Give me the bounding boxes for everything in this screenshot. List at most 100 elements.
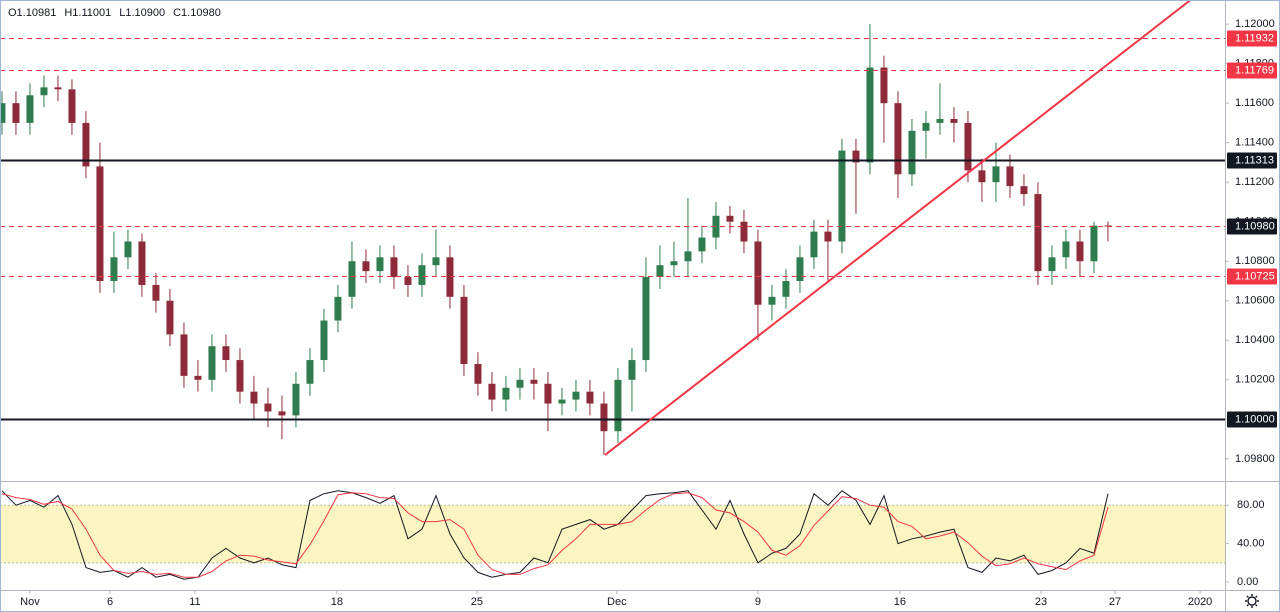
y-tick-label: 0.00 [1237, 576, 1258, 588]
candle-body [656, 265, 664, 278]
candle-body [40, 87, 48, 96]
candle-body [26, 95, 34, 123]
candle-body [908, 130, 916, 175]
candle-body [1020, 186, 1028, 195]
candle-body [866, 67, 874, 163]
candle-body [418, 265, 426, 285]
candle-body [586, 391, 594, 404]
candle-body [124, 241, 132, 258]
plot [0, 0, 1225, 580]
price-tag [1227, 62, 1277, 79]
candle-body [670, 261, 678, 266]
candle-body [880, 67, 888, 104]
ohlc-value: O1.10981 [8, 7, 56, 19]
candle-body [894, 103, 902, 175]
y-tick-label: 1.12000 [1235, 18, 1275, 30]
y-tick-label: 1.10800 [1235, 255, 1275, 267]
candle-body [1090, 225, 1098, 262]
candle-body [754, 241, 762, 305]
x-tick-label: 9 [755, 596, 761, 608]
y-tick-label: 1.11600 [1235, 97, 1274, 109]
ohlc-value: C1.10980 [173, 7, 221, 19]
candle-body [544, 383, 552, 404]
candle-body [292, 383, 300, 416]
candle-body [208, 346, 216, 380]
x-tick-label: 25 [471, 596, 483, 608]
y-tick-label: 40.00 [1237, 538, 1265, 550]
candle-body [236, 360, 244, 392]
candle-body [740, 221, 748, 242]
candle-body [936, 118, 944, 123]
backgrounds [0, 504, 1225, 564]
candle-body [488, 383, 496, 400]
candle-body [432, 257, 440, 266]
candle-body [726, 215, 734, 222]
candle-body [96, 166, 104, 282]
candle-body [474, 364, 482, 384]
candle-body [978, 170, 986, 183]
candle-body [796, 257, 804, 282]
gear-icon [1247, 596, 1257, 606]
candle-body [138, 241, 146, 285]
y-tick-label: 1.10600 [1235, 295, 1275, 307]
candle-body [1048, 257, 1056, 272]
price-tag [1227, 218, 1277, 235]
x-tick-label: 11 [189, 596, 200, 608]
candle-body [572, 391, 580, 400]
price-tag-label: 1.11932 [1235, 32, 1274, 44]
price-tag [1227, 268, 1277, 285]
candle-body [1034, 194, 1042, 272]
ohlc-value: L1.10900 [119, 7, 165, 19]
price-tag-label: 1.10000 [1235, 413, 1275, 425]
candle-body [768, 296, 776, 305]
candle-body [992, 166, 1000, 183]
gear-teeth [1245, 594, 1259, 608]
candle-body [68, 89, 76, 123]
axes: 1.09800 1.10000 1.10200 1.10400 1.10600 1.108… [20, 18, 1277, 608]
x-tick-label: Dec [607, 596, 627, 608]
candle-body [1076, 241, 1084, 262]
candle-body [110, 257, 118, 282]
candle-body [306, 360, 314, 384]
ohlc-value: H1.11001 [64, 7, 111, 19]
stochastic-band [0, 505, 1225, 563]
x-tick-label: 18 [331, 596, 343, 608]
candle-body [516, 379, 524, 388]
candle-body [1006, 166, 1014, 187]
candle-body [642, 277, 650, 361]
y-tick-label: 1.10200 [1235, 374, 1275, 386]
candle-body [1062, 241, 1070, 258]
candle-body [54, 87, 62, 90]
candle-body [152, 284, 160, 301]
price-tag-label: 1.10980 [1235, 220, 1275, 232]
y-tick-label: 1.09800 [1235, 453, 1275, 465]
candle-body [390, 257, 398, 278]
candle-body [810, 231, 818, 258]
candle-body [264, 403, 272, 412]
settings-button[interactable] [1245, 594, 1259, 608]
stochastic-line [1, 492, 1109, 578]
candle-body [250, 391, 258, 404]
candle-body [852, 150, 860, 163]
price-tag-label: 1.10725 [1235, 270, 1275, 282]
candle-body [0, 103, 6, 123]
candle-body [684, 251, 692, 262]
candle-body [376, 257, 384, 272]
candle-body [502, 387, 510, 400]
candle-body [950, 118, 958, 123]
candle-body [824, 231, 832, 242]
price-tag [1227, 411, 1277, 428]
x-tick-label: 16 [894, 596, 906, 608]
price-tag-label: 1.11313 [1235, 154, 1274, 166]
x-tick-label: 6 [107, 596, 113, 608]
y-tick-label: 80.00 [1237, 499, 1265, 511]
candle-body [278, 411, 286, 416]
candle-body [964, 122, 972, 171]
candle-body [614, 379, 622, 432]
candle-body [166, 300, 174, 335]
candle-body [628, 360, 636, 380]
x-tick-label: 23 [1035, 596, 1047, 608]
x-tick-label: Nov [20, 596, 40, 608]
candle-body [180, 334, 188, 376]
